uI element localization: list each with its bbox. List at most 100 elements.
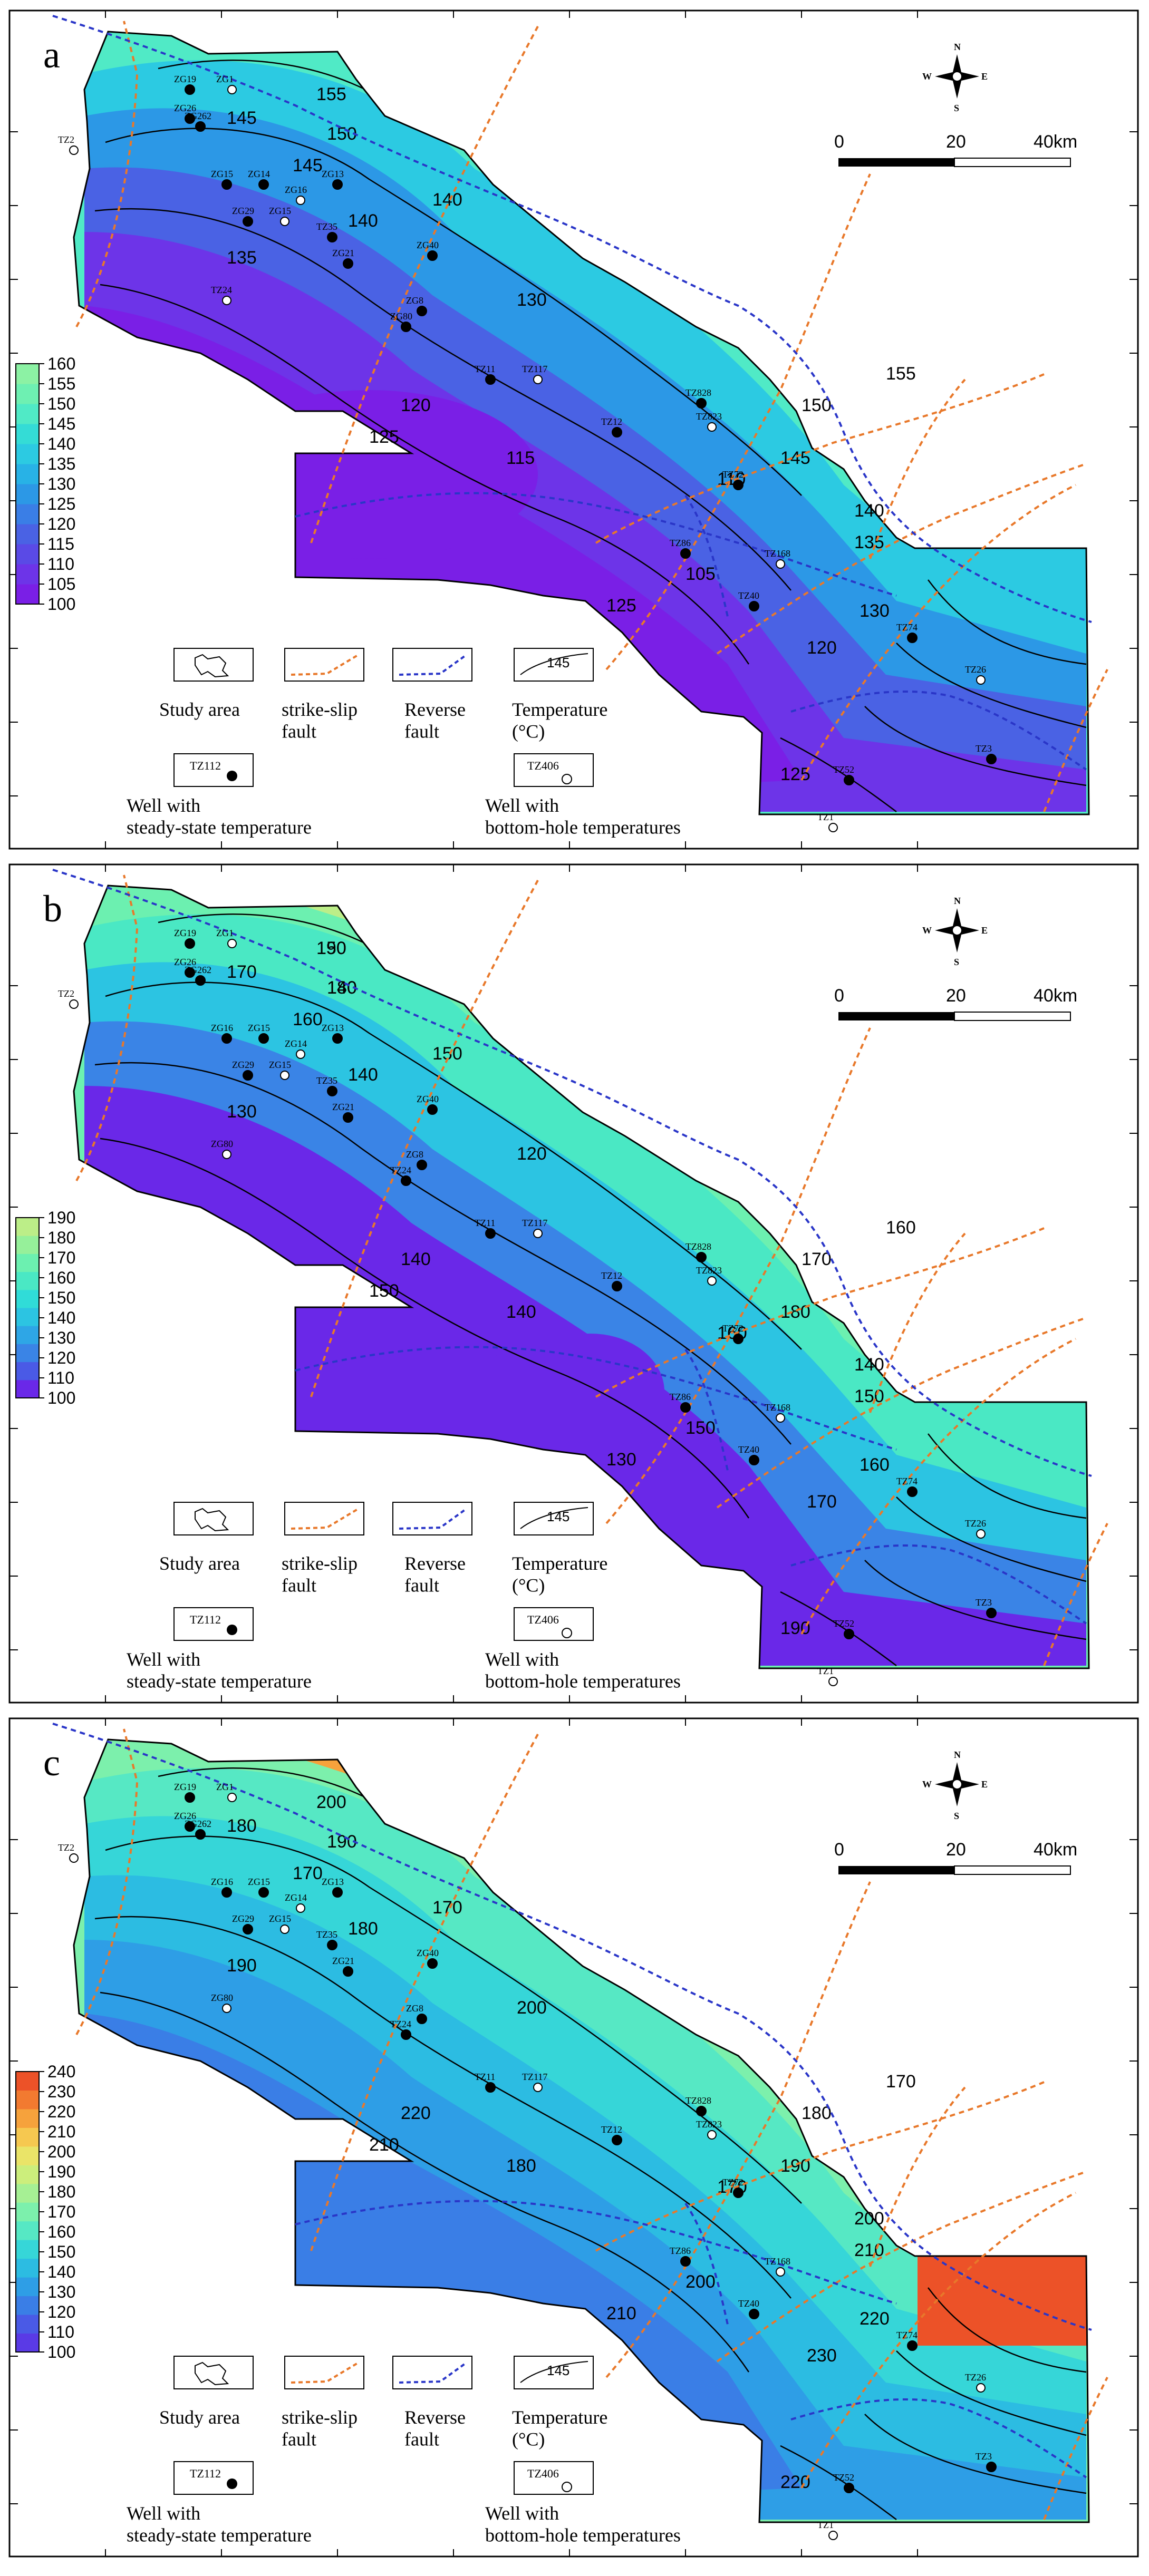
scale-bar-black-segment bbox=[838, 1866, 954, 1874]
steady-state-well bbox=[343, 1966, 353, 1977]
well-label: ZG29 bbox=[232, 206, 254, 216]
colorbar-swatch bbox=[16, 1308, 39, 1326]
bottom-hole-well bbox=[296, 1049, 305, 1059]
reverse-fault bbox=[52, 1723, 1092, 2331]
colorbar-tick-label: 190 bbox=[47, 1208, 75, 1227]
colorbar-swatch bbox=[16, 404, 39, 424]
well-label: ZG1 bbox=[216, 1782, 234, 1792]
steady-state-well bbox=[401, 322, 411, 332]
strike-slip-fault bbox=[716, 2171, 1087, 2363]
well-label: ZG80 bbox=[390, 311, 412, 322]
colorbar-swatch bbox=[16, 2072, 39, 2091]
well-label: ZG262 bbox=[185, 965, 211, 975]
colorbar-swatch bbox=[16, 1344, 39, 1363]
colorbar-tick-label: 155 bbox=[47, 374, 75, 393]
isotherm-line bbox=[105, 1835, 802, 2204]
colorbar-swatch bbox=[16, 1218, 39, 1236]
colorbar-tick-label: 100 bbox=[47, 1388, 75, 1407]
steady-state-well bbox=[327, 1086, 337, 1096]
colorbar-tick-label: 110 bbox=[47, 2322, 74, 2341]
well-label: ZG1 bbox=[216, 928, 234, 938]
colorbar-swatch bbox=[16, 1271, 39, 1290]
colorbar-swatch bbox=[16, 1236, 39, 1254]
isotherm-line bbox=[100, 1138, 750, 1519]
steady-state-well bbox=[680, 548, 691, 559]
well-label: TZ823 bbox=[696, 411, 722, 422]
isotherm-label: 210 bbox=[606, 2303, 636, 2324]
steady-state-well bbox=[986, 2462, 997, 2472]
well-label: ZG19 bbox=[174, 74, 196, 84]
well-label: TZ2 bbox=[58, 988, 74, 999]
isotherm-label: 130 bbox=[860, 601, 890, 621]
compass-rose-icon: N S E W bbox=[922, 896, 988, 967]
isotherm-label: 220 bbox=[401, 2103, 431, 2123]
compass-center bbox=[952, 1779, 962, 1790]
legend-box-strike-slip bbox=[284, 2356, 364, 2389]
compass-w-label: W bbox=[922, 71, 932, 82]
legend-label-study-area: Study area bbox=[159, 2407, 240, 2428]
well-label: ZG80 bbox=[211, 1992, 233, 2003]
well-label: TZ12 bbox=[601, 2124, 622, 2135]
well-label: ZG16 bbox=[211, 1877, 233, 1887]
compass-n-label: N bbox=[954, 1749, 961, 1760]
isotherm-label: 190 bbox=[780, 1618, 810, 1638]
colorbar-tick-label: 130 bbox=[47, 474, 75, 493]
colorbar-tick-label: 150 bbox=[47, 394, 75, 413]
legend-isotherm-sample: 145 bbox=[547, 655, 569, 670]
well-label: ZG1 bbox=[216, 74, 234, 84]
isotherm-label: 120 bbox=[807, 638, 837, 658]
steady-state-well bbox=[185, 938, 195, 949]
strike-slip-fault bbox=[605, 1881, 871, 2378]
cold-zone bbox=[517, 1334, 664, 1450]
isotherm-label: 140 bbox=[401, 1249, 431, 1269]
scale-bar-label: 0 bbox=[834, 132, 844, 152]
scale-bar: 0 20 40km bbox=[834, 132, 1077, 167]
bottom-hole-well bbox=[976, 2383, 986, 2393]
colorbar-tick-label: 170 bbox=[47, 2202, 75, 2221]
isotherm-label: 220 bbox=[860, 2309, 890, 2329]
well-label: ZG15 bbox=[269, 1913, 291, 1924]
well-label: TZ40 bbox=[738, 2298, 759, 2309]
colorbar-tick-label: 150 bbox=[47, 1288, 75, 1307]
steady-state-well bbox=[221, 1033, 232, 1044]
isotherm-label: 130 bbox=[606, 1450, 636, 1470]
steady-state-well bbox=[907, 1486, 918, 1497]
isotherm-label: 150 bbox=[327, 124, 357, 144]
steady-state-well-icon bbox=[227, 771, 237, 781]
isotherm-label: 130 bbox=[227, 1102, 257, 1122]
isotherm-label: 140 bbox=[506, 1302, 536, 1322]
steady-state-well bbox=[986, 754, 997, 764]
legend-label-temperature: Temperature (°C) bbox=[512, 2407, 607, 2449]
isotherm-label: 140 bbox=[854, 1355, 884, 1375]
steady-state-well bbox=[844, 2483, 854, 2493]
strike-slip-fault bbox=[869, 1232, 966, 1413]
reverse-fault bbox=[790, 2398, 1087, 2478]
scale-bar-label: 40km bbox=[1034, 1840, 1077, 1860]
bottom-hole-well bbox=[296, 196, 305, 205]
bottom-hole-well bbox=[776, 1413, 785, 1423]
steady-state-well bbox=[417, 2014, 427, 2024]
legend-box-strike-slip bbox=[284, 648, 364, 682]
isotherm-line bbox=[928, 579, 1087, 665]
isotherm-label: 220 bbox=[780, 2472, 810, 2492]
isotherm-line bbox=[100, 284, 750, 665]
panel-letter: b bbox=[43, 888, 62, 930]
bottom-hole-well-icon bbox=[562, 1628, 572, 1638]
well-label: TZ3 bbox=[976, 1597, 992, 1608]
panel-letter: a bbox=[43, 34, 60, 76]
colorbar-tick-label: 100 bbox=[47, 2342, 75, 2361]
bottom-hole-well bbox=[976, 675, 986, 685]
steady-state-well bbox=[185, 967, 195, 978]
colorbar-tick-label: 120 bbox=[47, 514, 75, 533]
legend-bht-well-code: TZ406 bbox=[527, 1613, 559, 1626]
isotherm-line bbox=[94, 1062, 791, 1445]
reverse-fault bbox=[295, 2200, 897, 2305]
isotherm-label: 150 bbox=[316, 938, 346, 958]
isotherm-line bbox=[864, 706, 1087, 786]
well-label: ZG29 bbox=[232, 1913, 254, 1924]
study-area-outline bbox=[73, 1738, 1090, 2523]
isotherm-label: 140 bbox=[327, 978, 357, 998]
scale-bar-white-segment bbox=[954, 1865, 1071, 1875]
